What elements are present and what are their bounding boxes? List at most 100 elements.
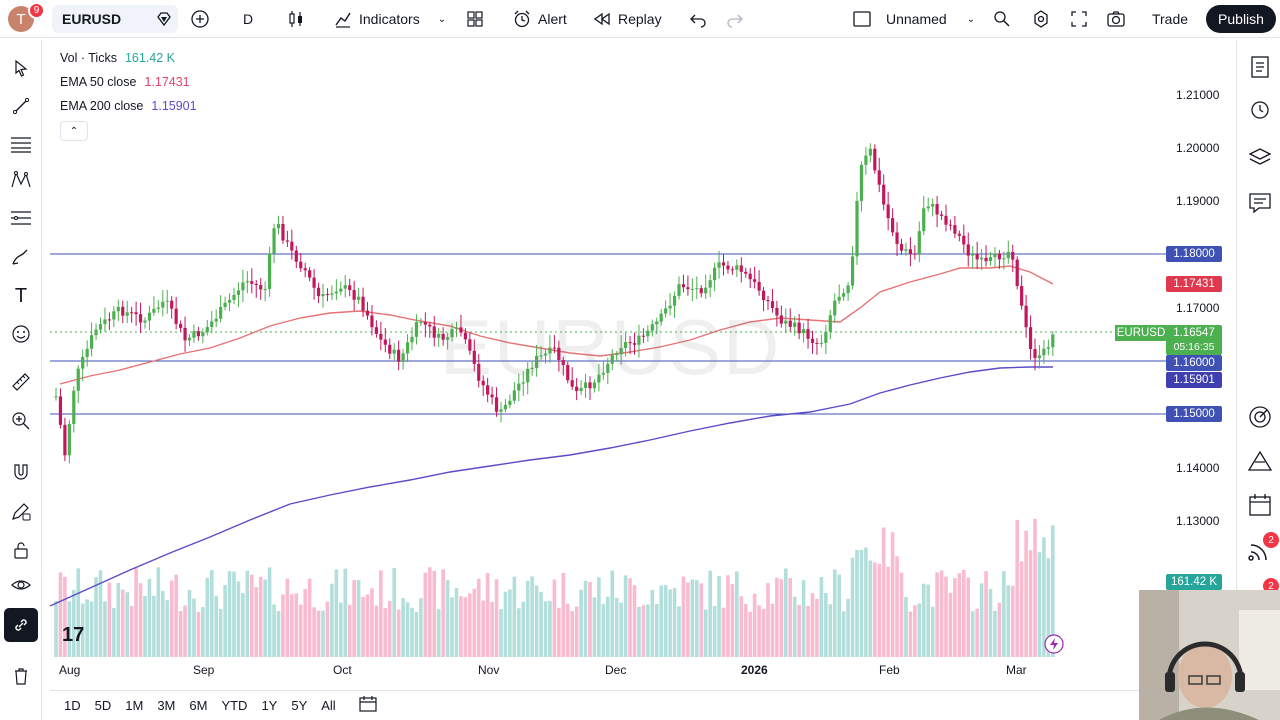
- indicators-button[interactable]: Indicators ⌄: [333, 0, 446, 38]
- smiley-icon[interactable]: [9, 322, 33, 346]
- fullscreen-button[interactable]: [1069, 0, 1089, 38]
- templates-button[interactable]: [465, 0, 485, 38]
- range-5d[interactable]: 5D: [94, 698, 112, 713]
- alert-button[interactable]: Alert: [512, 0, 567, 38]
- diamond-icon[interactable]: [156, 11, 172, 27]
- watchlist-icon[interactable]: [1247, 54, 1273, 80]
- publish-button[interactable]: Publish: [1206, 5, 1276, 33]
- candle-body: [325, 294, 330, 296]
- range-1m[interactable]: 1M: [125, 698, 144, 713]
- brush-icon[interactable]: [9, 245, 33, 269]
- volume-bar: [592, 597, 597, 657]
- trend-line-icon[interactable]: [9, 94, 33, 118]
- layers-icon[interactable]: [1247, 144, 1273, 170]
- candle-body: [361, 296, 365, 311]
- target-icon[interactable]: [1247, 404, 1273, 430]
- zoom-in-icon[interactable]: [9, 409, 33, 433]
- lightning-icon[interactable]: [1044, 634, 1064, 654]
- volume-bars: [54, 518, 1055, 657]
- volume-bar: [953, 578, 957, 657]
- cursor-icon[interactable]: [9, 56, 33, 80]
- alarm-clock-icon[interactable]: [1247, 96, 1273, 122]
- volume-bar: [913, 605, 917, 657]
- volume-bar: [761, 608, 766, 657]
- ema50-legend[interactable]: EMA 50 close 1.17431: [60, 75, 190, 89]
- candle-body: [441, 333, 445, 340]
- volume-bar: [436, 609, 441, 657]
- candle-body: [592, 382, 597, 389]
- candle-body: [824, 331, 828, 343]
- candle-body: [610, 354, 614, 364]
- layout-name: Unnamed: [886, 11, 947, 27]
- chart-type-button[interactable]: [286, 0, 306, 38]
- price-label-ema200: 1.15901: [1166, 372, 1222, 388]
- candle-body: [179, 323, 183, 328]
- settings-button[interactable]: [1031, 0, 1051, 38]
- pattern-icon[interactable]: [9, 168, 33, 192]
- layout-menu[interactable]: Unnamed ⌄: [852, 0, 975, 38]
- trade-button[interactable]: Trade: [1151, 11, 1189, 27]
- range-1y[interactable]: 1Y: [261, 698, 278, 713]
- candle-body: [63, 424, 67, 456]
- calendar-icon[interactable]: [1247, 492, 1273, 518]
- undo-button[interactable]: [688, 0, 708, 38]
- candle-body: [486, 385, 490, 395]
- eye-icon[interactable]: [9, 573, 33, 597]
- collapse-legend-button[interactable]: ⌃: [60, 121, 88, 141]
- candle-body: [575, 386, 579, 392]
- horizontal-lines-icon[interactable]: [9, 132, 33, 156]
- calendar-icon[interactable]: [358, 695, 378, 716]
- volume-bar: [312, 607, 316, 657]
- candle-body: [842, 293, 846, 297]
- range-ytd[interactable]: YTD: [221, 698, 248, 713]
- volume-bar: [258, 576, 263, 657]
- candle-body: [187, 337, 192, 341]
- pencil-lock-icon[interactable]: [9, 499, 33, 523]
- lock-icon[interactable]: [9, 538, 33, 562]
- redo-button[interactable]: [725, 0, 745, 38]
- range-3m[interactable]: 3M: [157, 698, 176, 713]
- symbol-search[interactable]: EURUSD: [52, 5, 178, 33]
- trash-icon[interactable]: [9, 664, 33, 688]
- candle-body: [472, 350, 476, 364]
- x-tick: Dec: [605, 663, 627, 677]
- volume-bar: [815, 598, 819, 657]
- chat-icon[interactable]: [1247, 190, 1273, 216]
- candle-body: [392, 349, 396, 354]
- ruler-icon[interactable]: [9, 370, 33, 394]
- ema50-label: EMA 50 close: [60, 75, 137, 89]
- replay-button[interactable]: Replay: [592, 0, 662, 38]
- candle-body: [290, 241, 294, 251]
- volume-bar: [735, 571, 739, 657]
- fib-icon[interactable]: [9, 206, 33, 230]
- ema200-legend[interactable]: EMA 200 close 1.15901: [60, 99, 197, 113]
- range-5y[interactable]: 5Y: [291, 698, 308, 713]
- volume-bar: [383, 608, 388, 657]
- range-6m[interactable]: 6M: [189, 698, 208, 713]
- volume-bar: [481, 600, 485, 657]
- volume-bar: [125, 592, 129, 657]
- candle-body: [232, 294, 236, 300]
- volume-bar: [695, 580, 699, 657]
- range-all[interactable]: All: [321, 698, 336, 713]
- interval-button[interactable]: D: [243, 0, 253, 38]
- quick-search-button[interactable]: [992, 0, 1012, 38]
- candle-body: [931, 204, 935, 207]
- volume-legend[interactable]: Vol · Ticks 161.42 K: [60, 51, 175, 65]
- volume-bar: [864, 547, 868, 657]
- link-icon[interactable]: [4, 608, 38, 642]
- volume-bar: [792, 596, 797, 657]
- mountain-icon[interactable]: [1247, 448, 1273, 474]
- volume-bar: [107, 582, 112, 657]
- range-1d[interactable]: 1D: [64, 698, 81, 713]
- chevron-down-icon[interactable]: ⌄: [437, 13, 447, 25]
- candle-body: [321, 294, 325, 297]
- signal-icon[interactable]: [1247, 538, 1273, 564]
- snapshot-button[interactable]: [1106, 0, 1126, 38]
- compare-button[interactable]: [190, 0, 210, 38]
- text-icon[interactable]: T: [14, 284, 28, 307]
- volume-bar: [209, 570, 214, 657]
- magnet-icon[interactable]: [9, 460, 33, 484]
- volume-bar: [606, 596, 610, 657]
